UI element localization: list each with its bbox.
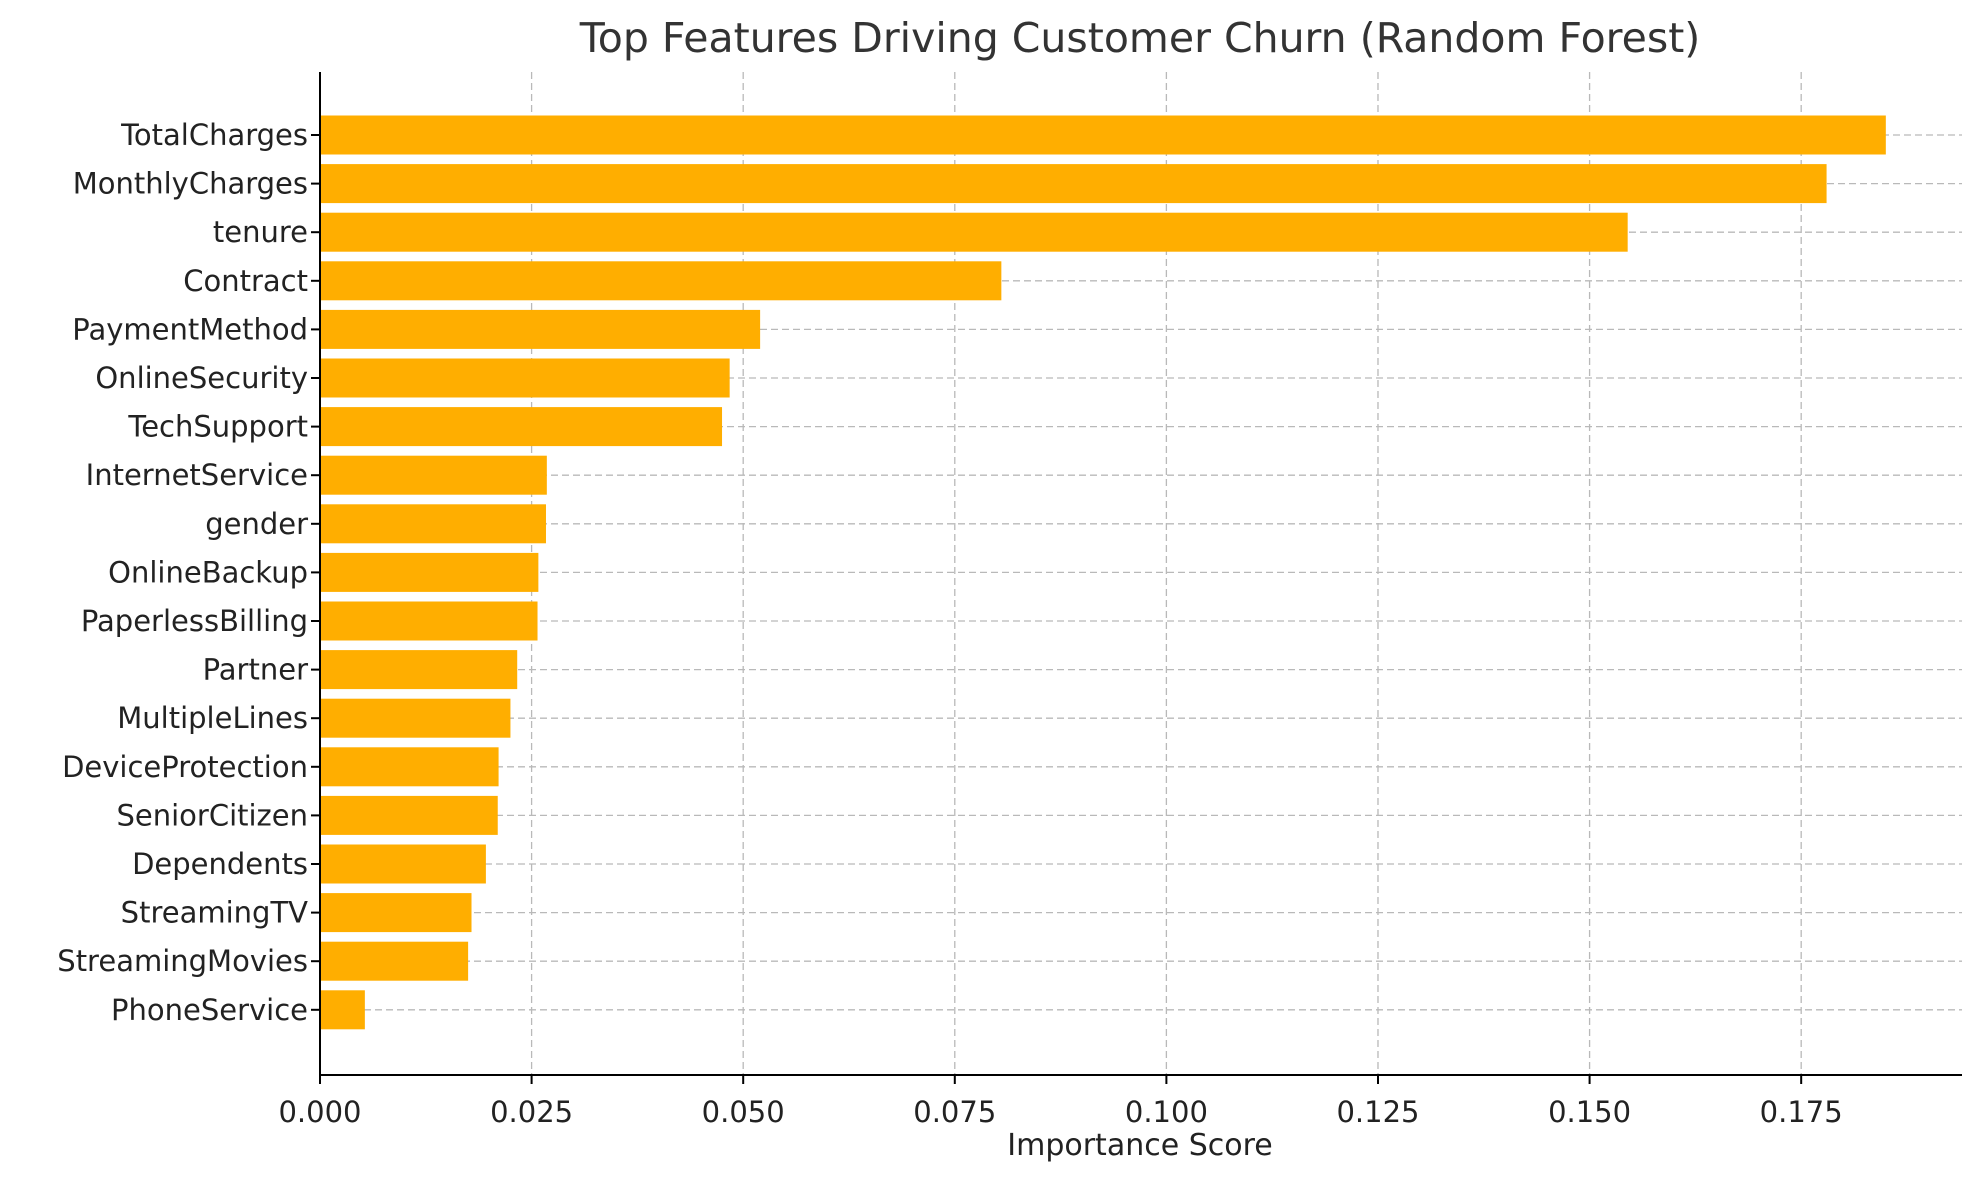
x-axis-label: Importance Score: [1007, 1128, 1272, 1163]
bar-tenure: [320, 212, 1628, 252]
y-tick-label: TotalCharges: [120, 118, 308, 152]
bar-StreamingMovies: [320, 941, 469, 981]
bar-PaperlessBilling: [320, 601, 538, 641]
bar-Contract: [320, 261, 1002, 301]
y-tick-label: tenure: [213, 215, 308, 249]
bar-PhoneService: [320, 990, 365, 1030]
x-tick-label: 0.175: [1760, 1095, 1843, 1129]
y-tick-label: OnlineBackup: [108, 555, 308, 589]
y-tick-label: PaymentMethod: [72, 312, 308, 346]
y-tick-label: OnlineSecurity: [95, 361, 308, 395]
bar-OnlineSecurity: [320, 358, 730, 398]
bar-Partner: [320, 650, 518, 690]
y-tick-label: PhoneService: [111, 993, 308, 1027]
axes: [311, 72, 1962, 1084]
y-tick-label: DeviceProtection: [62, 750, 308, 784]
bar-OnlineBackup: [320, 552, 539, 592]
bar-StreamingTV: [320, 893, 472, 933]
x-tick-label: 0.025: [490, 1095, 573, 1129]
bar-TechSupport: [320, 407, 723, 447]
bar-gender: [320, 504, 546, 544]
y-tick-label: MultipleLines: [117, 701, 308, 735]
bar-SeniorCitizen: [320, 795, 498, 835]
bar-DeviceProtection: [320, 747, 499, 787]
bar-Dependents: [320, 844, 486, 884]
x-tick-label: 0.150: [1548, 1095, 1631, 1129]
x-tick-label: 0.000: [278, 1095, 361, 1129]
y-tick-label: StreamingMovies: [57, 944, 308, 978]
x-tick-label: 0.100: [1125, 1095, 1208, 1129]
y-tick-label: TechSupport: [127, 410, 308, 444]
y-tick-label: SeniorCitizen: [116, 798, 308, 832]
y-tick-label: Partner: [203, 653, 308, 687]
bar-TotalCharges: [320, 115, 1886, 155]
bar-InternetService: [320, 455, 547, 495]
y-tick-label: InternetService: [86, 458, 308, 492]
bar-MonthlyCharges: [320, 164, 1827, 204]
y-tick-label: Contract: [183, 264, 308, 298]
y-tick-label: Dependents: [132, 847, 308, 881]
bar-PaymentMethod: [320, 309, 761, 349]
x-tick-label: 0.075: [913, 1095, 996, 1129]
bars: [320, 115, 1886, 1030]
y-tick-label: MonthlyCharges: [73, 167, 308, 201]
bar-MultipleLines: [320, 698, 511, 738]
y-tick-label: StreamingTV: [121, 896, 308, 930]
x-tick-labels: 0.000 0.025 0.050 0.075 0.100 0.125 0.150 0.175: [278, 1095, 1842, 1129]
x-tick-label: 0.050: [702, 1095, 785, 1129]
y-tick-label: gender: [205, 507, 308, 541]
y-tick-label: PaperlessBilling: [81, 604, 308, 638]
x-tick-label: 0.125: [1336, 1095, 1419, 1129]
y-tick-labels: TotalCharges MonthlyCharges tenure Contract…: [57, 118, 308, 1027]
chart-title: Top Features Driving Customer Churn (Ran…: [579, 14, 1701, 62]
